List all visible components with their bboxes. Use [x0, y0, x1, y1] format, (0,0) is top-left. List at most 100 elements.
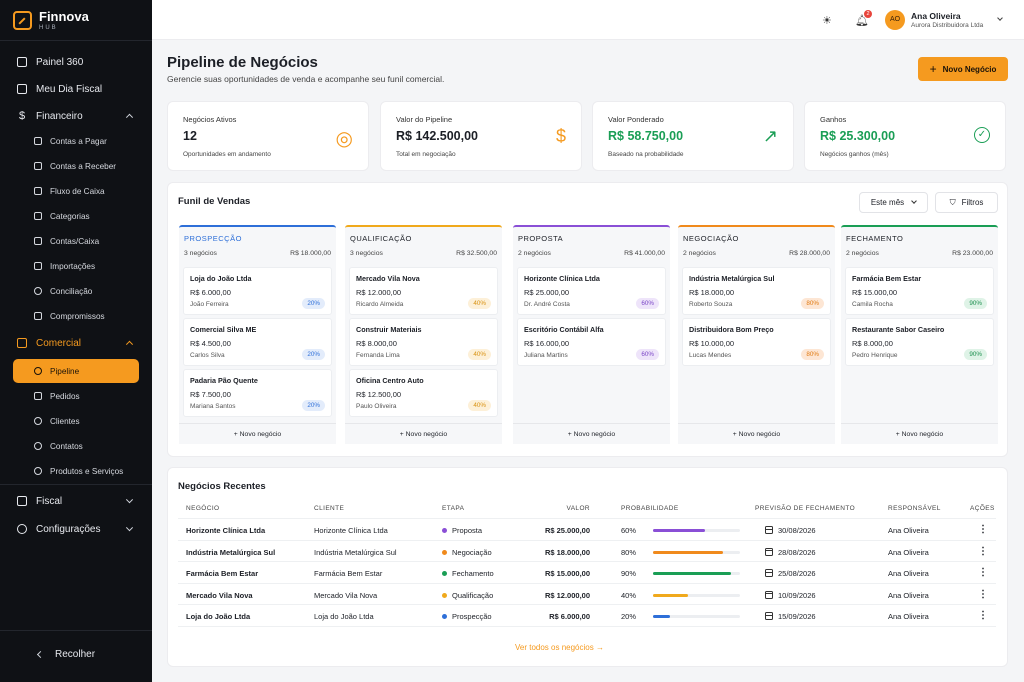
sidebar-item-pedidos[interactable]: Pedidos	[0, 386, 152, 406]
deal-owner: Dr. André Costa	[524, 301, 570, 308]
deal-card[interactable]: Farmácia Bem Estar R$ 15.000,00 Camila Roc…	[845, 267, 994, 315]
theme-toggle-icon[interactable]: ☀	[822, 15, 832, 27]
stage: Negociação	[452, 547, 492, 557]
more-actions-icon[interactable]: ⋮	[978, 524, 988, 535]
sidebar-item-contas-a-pagar[interactable]: Contas a Pagar	[0, 131, 152, 151]
chevron-down-icon	[125, 496, 134, 504]
calendar-icon	[765, 612, 773, 620]
upload-icon	[32, 260, 44, 272]
deal-card[interactable]: Mercado Vila Nova R$ 12.000,00 Ricardo Alm…	[349, 267, 498, 315]
calendar-icon	[765, 590, 773, 599]
table-row[interactable]: Indústria Metalúrgica Sul Indústria Metal…	[178, 541, 996, 562]
deal-card[interactable]: Distribuidora Bom Preço R$ 10.000,00 Lucas…	[682, 318, 831, 366]
view-all-link[interactable]: Ver todos os negócios →	[515, 643, 604, 652]
deal-value: R$ 12.000,00	[356, 288, 402, 297]
deal-name[interactable]: Indústria Metalúrgica Sul	[186, 547, 276, 557]
calendar-icon	[16, 83, 28, 95]
nav-financeiro[interactable]: $ Financeiro	[0, 105, 152, 127]
user-name[interactable]: Ana Oliveira	[911, 11, 961, 21]
table-row[interactable]: Mercado Vila Nova Mercado Vila Nova Qualif…	[178, 584, 996, 605]
add-deal-button[interactable]: + Novo negócio	[179, 423, 336, 444]
sidebar-item-clientes[interactable]: Clientes	[0, 411, 152, 431]
column-title: PROPOSTA	[518, 234, 564, 243]
sidebar-item-contas-caixa[interactable]: Contas/Caixa	[0, 231, 152, 251]
sidebar-item-categorias[interactable]: Categorias	[0, 206, 152, 226]
deal-card[interactable]: Horizonte Clínica Ltda R$ 25.000,00 Dr. An…	[517, 267, 666, 315]
bell-icon[interactable]: 🔔︎	[855, 15, 869, 27]
deal-name: Escritório Contábil Alfa	[524, 325, 604, 334]
stage: Prospecção	[452, 612, 492, 621]
column-title: FECHAMENTO	[846, 234, 904, 243]
deal-name[interactable]: Loja do João Ltda	[186, 612, 251, 621]
deal-value: R$ 18.000,00	[689, 288, 735, 297]
probability-bar-fill	[653, 615, 671, 618]
sidebar-item-produtos-servicos[interactable]: Produtos e Serviços	[0, 461, 152, 481]
more-actions-icon[interactable]: ⋮	[978, 588, 988, 600]
sidebar-item-fluxo-de-caixa[interactable]: Fluxo de Caixa	[0, 181, 152, 201]
sidebar-item-conciliacao[interactable]: Conciliação	[0, 281, 152, 301]
deal-card[interactable]: Indústria Metalúrgica Sul R$ 18.000,00 Rob…	[682, 267, 831, 315]
add-deal-button[interactable]: + Novo negócio	[513, 423, 670, 444]
deal-value: R$ 25.000,00	[524, 288, 570, 297]
deal-name[interactable]: Horizonte Clínica Ltda	[186, 526, 266, 535]
deal-value: R$ 12.500,00	[356, 390, 402, 399]
nav-comercial[interactable]: Comercial	[0, 332, 152, 354]
new-deal-button[interactable]: + Novo Negócio	[918, 57, 1008, 81]
deal-card[interactable]: Oficina Centro Auto R$ 12.500,00 Paulo Oli…	[349, 369, 498, 417]
sidebar-item-contas-a-receber[interactable]: Contas a Receber	[0, 156, 152, 176]
sales-funnel-card: Funil de Vendas Este mês ⛉ Filtros PROSPE…	[167, 182, 1008, 457]
kpi-label: Ganhos	[820, 115, 847, 124]
nav-configuracoes[interactable]: Configurações	[0, 518, 152, 540]
kpi-card: Valor Ponderado R$ 58.750,00 Baseado na pr…	[592, 101, 794, 171]
nav-painel-360[interactable]: Painel 360	[0, 51, 152, 73]
probability-bar	[653, 529, 740, 532]
table-row[interactable]: Horizonte Clínica Ltda Horizonte Clínica …	[178, 519, 996, 541]
client-name: Mercado Vila Nova	[314, 590, 378, 600]
deal-card[interactable]: Loja do João Ltda R$ 6.000,00 João Ferreir…	[183, 267, 332, 315]
column-title: PROSPECÇÃO	[184, 234, 242, 243]
table-row[interactable]: Farmácia Bem Estar Farmácia Bem Estar Fech…	[178, 562, 996, 584]
add-deal-button[interactable]: + Novo negócio	[841, 423, 998, 444]
add-deal-button[interactable]: + Novo negócio	[678, 423, 835, 444]
deal-card[interactable]: Comercial Silva ME R$ 4.500,00 Carlos Silv…	[183, 318, 332, 366]
owner: Ana Oliveira	[888, 569, 929, 578]
deal-value: R$ 15.000,00	[852, 288, 898, 297]
deal-card[interactable]: Construir Materiais R$ 8.000,00 Fernanda L…	[349, 318, 498, 366]
funnel-title: Funil de Vendas	[178, 196, 251, 207]
kpi-value: R$ 25.300,00	[820, 129, 896, 143]
deal-owner: Roberto Souza	[689, 301, 733, 308]
deal-card[interactable]: Restaurante Sabor Caseiro R$ 8.000,00 Pedr…	[845, 318, 994, 366]
more-actions-icon[interactable]: ⋮	[978, 567, 988, 578]
grid-icon	[16, 56, 28, 68]
add-deal-button[interactable]: + Novo negócio	[345, 423, 502, 444]
sidebar-item-importacoes[interactable]: Importações	[0, 256, 152, 276]
probability-bar-fill	[653, 529, 706, 532]
nav-meu-dia-fiscal[interactable]: Meu Dia Fiscal	[0, 78, 152, 100]
sidebar-item-contatos[interactable]: Contatos	[0, 436, 152, 456]
sidebar-item-pipeline[interactable]: Pipeline	[13, 359, 139, 383]
target-icon: ◎	[335, 128, 353, 150]
deal-name[interactable]: Farmácia Bem Estar	[186, 569, 259, 578]
avatar[interactable]: AO	[885, 10, 905, 30]
deal-value: R$ 8.000,00	[356, 339, 397, 348]
deal-value: R$ 16.000,00	[524, 339, 570, 348]
box-icon	[32, 465, 44, 477]
table-row[interactable]: Loja do João Ltda Loja do João Ltda Prospe…	[178, 605, 996, 627]
kpi-card: Negócios Ativos 12 Oportunidades em andame…	[167, 101, 369, 171]
deal-card[interactable]: Escritório Contábil Alfa R$ 16.000,00 Juli…	[517, 318, 666, 366]
deal-card[interactable]: Padaria Pão Quente R$ 7.500,00 Mariana San…	[183, 369, 332, 417]
sidebar-item-compromissos[interactable]: Compromissos	[0, 306, 152, 326]
calendar-icon	[32, 310, 44, 322]
collapse-button[interactable]: Recolher	[0, 643, 152, 665]
nav-fiscal[interactable]: Fiscal	[0, 490, 152, 512]
more-actions-icon[interactable]: ⋮	[978, 610, 988, 621]
column-total: R$ 23.000,00	[952, 250, 993, 257]
chevron-up-icon	[125, 340, 134, 348]
more-actions-icon[interactable]: ⋮	[978, 545, 988, 557]
deal-name: Comercial Silva ME	[190, 325, 257, 334]
nav-label: Painel 360	[36, 56, 84, 68]
filters-button[interactable]: ⛉ Filtros	[935, 192, 998, 213]
deal-name[interactable]: Mercado Vila Nova	[186, 590, 253, 600]
pipeline-column: FECHAMENTO 2 negócios R$ 23.000,00 Farmácia…	[841, 225, 998, 444]
period-select[interactable]: Este mês	[859, 192, 928, 213]
